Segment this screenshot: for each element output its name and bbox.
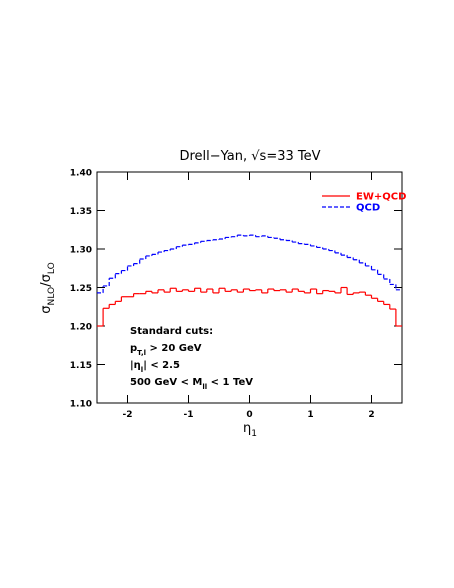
y-tick-label: 1.30	[70, 246, 92, 256]
y-tick-label: 1.40	[70, 169, 92, 179]
annotation: |ηl| < 2.5	[130, 360, 180, 374]
annotation: Standard cuts:	[130, 326, 213, 337]
annotation-sub: l	[141, 366, 143, 374]
annotation: 500 GeV < Mll < 1 TeV	[130, 377, 253, 391]
x-axis-label-part: η	[243, 421, 251, 436]
x-axis-label-sub: 1	[251, 429, 257, 439]
legend-label: EW+QCD	[356, 192, 406, 203]
annotation-part: p	[130, 343, 137, 354]
y-tick-label: 1.35	[70, 207, 92, 217]
annotation-sub: ll	[202, 383, 207, 391]
annotation-part: | < 2.5	[143, 360, 180, 371]
annotation-part: |η	[130, 360, 141, 371]
annotation: pT,l > 20 GeV	[130, 343, 202, 357]
chart-title: Drell−Yan, √s=33 TeV	[179, 149, 320, 164]
y-axis-label: σNLO/σLO	[39, 262, 57, 313]
annotation-part: < 1 TeV	[207, 377, 253, 388]
y-tick-label: 1.25	[70, 284, 92, 294]
annotation-part: > 20 GeV	[146, 343, 202, 354]
y-axis-label-sub: NLO	[47, 287, 57, 306]
y-tick-label: 1.20	[70, 323, 92, 333]
annotation-sub: T,l	[137, 349, 146, 357]
y-axis-label-part: σ	[39, 305, 54, 313]
x-tick-label: -1	[184, 410, 194, 420]
y-axis-label-part: /σ	[39, 274, 54, 287]
x-tick-label: 2	[368, 410, 374, 420]
x-tick-label: 0	[246, 410, 252, 420]
y-tick-label: 1.15	[70, 361, 92, 371]
x-tick-label: -2	[123, 410, 133, 420]
x-tick-label: 1	[307, 410, 313, 420]
annotation-part: Standard cuts:	[130, 326, 213, 337]
x-axis-label: η1	[243, 421, 257, 439]
y-axis-label-sub: LO	[47, 262, 57, 274]
legend-label: QCD	[356, 203, 380, 214]
annotation-part: 500 GeV < M	[130, 377, 202, 388]
y-tick-label: 1.10	[70, 400, 92, 410]
